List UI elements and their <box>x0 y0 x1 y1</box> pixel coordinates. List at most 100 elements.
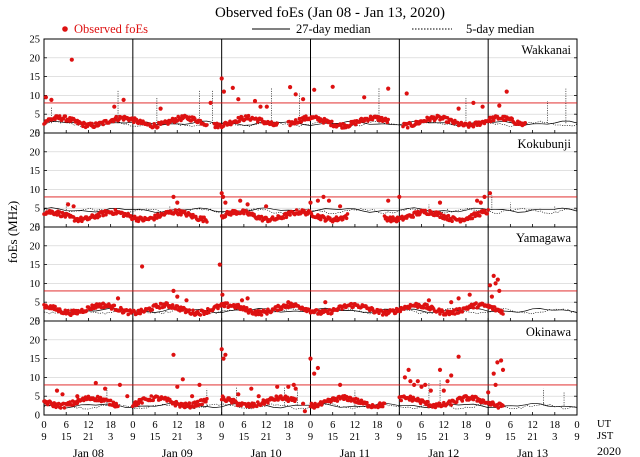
observed-point <box>445 379 450 384</box>
observed-point <box>326 311 330 316</box>
observed-point <box>456 354 461 359</box>
observed-point <box>156 125 160 129</box>
observed-point <box>53 117 57 122</box>
x-tick-label-ut: 6 <box>419 420 424 431</box>
observed-point <box>284 215 289 220</box>
observed-point <box>265 312 269 316</box>
observed-point <box>175 384 180 389</box>
panel-okinawa: 0 5 10 15 20 25 Okinawa <box>30 317 578 422</box>
observed-point <box>404 91 409 96</box>
observed-point <box>449 403 454 407</box>
observed-point <box>264 204 269 209</box>
observed-point <box>330 84 335 89</box>
observed-point <box>223 352 228 357</box>
observed-point <box>293 386 298 391</box>
legend-observed-label: Observed foEs <box>74 22 148 36</box>
observed-point <box>171 288 176 293</box>
observed-point <box>111 400 116 405</box>
observed-point <box>510 117 514 121</box>
observed-point <box>321 194 326 199</box>
observed-point <box>60 392 65 397</box>
observed-point <box>115 296 121 301</box>
observed-point <box>304 114 308 118</box>
year-label: 2020 <box>597 444 621 457</box>
observed-point <box>419 384 424 389</box>
observed-point <box>438 312 442 316</box>
observed-point <box>171 194 176 199</box>
observed-point <box>357 120 362 124</box>
observed-point <box>454 400 459 404</box>
observed-point <box>385 120 390 125</box>
observed-point <box>433 405 438 410</box>
observed-point <box>391 215 395 219</box>
y-tick-label: 20 <box>30 147 41 158</box>
y-tick-label: 20 <box>30 335 41 346</box>
observed-point <box>345 212 350 216</box>
observed-point <box>66 202 71 207</box>
observed-point <box>424 402 429 407</box>
observed-point <box>208 100 213 105</box>
x-tick-label-ut: 18 <box>372 420 383 431</box>
observed-point <box>157 306 162 310</box>
observed-point <box>101 213 105 218</box>
observed-point <box>441 309 445 314</box>
legend-5day-label: 5-day median <box>466 22 535 36</box>
observed-point <box>489 119 493 124</box>
observed-point <box>252 98 258 104</box>
observed-point <box>380 404 385 409</box>
x-tick-label-jst: 15 <box>505 432 516 443</box>
observed-point <box>114 401 118 406</box>
x-tick-label-ut: 6 <box>508 420 513 431</box>
observed-point <box>285 395 290 400</box>
x-tick-label-jst: 9 <box>308 432 313 443</box>
y-tick-label: 0 <box>35 411 40 422</box>
observed-point <box>63 114 68 118</box>
observed-point <box>200 402 204 407</box>
observed-point <box>179 213 183 217</box>
observed-point <box>449 300 454 305</box>
observed-point <box>475 198 480 203</box>
observed-point <box>240 115 244 119</box>
observed-point <box>441 388 446 393</box>
x-tick-label-ut: 0 <box>130 420 135 431</box>
observed-point <box>246 113 251 118</box>
x-tick-label-ut: 0 <box>574 420 579 431</box>
observed-point <box>275 384 280 389</box>
observed-point <box>259 313 264 317</box>
observed-point <box>258 104 263 109</box>
observed-point <box>175 200 180 205</box>
observed-point <box>93 380 98 386</box>
observed-point <box>415 379 420 384</box>
observed-point <box>275 121 280 126</box>
observed-point <box>264 104 269 109</box>
observed-point <box>351 305 355 309</box>
observed-point <box>125 394 130 399</box>
x-tick-label-ut: 6 <box>241 420 246 431</box>
x-tick-label-ut: 12 <box>83 420 94 431</box>
observed-point <box>114 114 118 119</box>
observed-point <box>501 403 505 408</box>
observed-point <box>259 117 264 121</box>
y-tick-label: 25 <box>30 129 41 140</box>
observed-point <box>489 294 494 299</box>
observed-point <box>225 301 229 305</box>
observed-point <box>66 308 70 313</box>
observed-point <box>460 399 465 403</box>
observed-point <box>455 120 460 125</box>
observed-point <box>230 401 234 405</box>
observed-point <box>75 394 80 399</box>
day-label: Jan 13 <box>517 446 548 457</box>
observed-point <box>330 119 334 124</box>
observed-point <box>377 311 381 316</box>
observed-point <box>456 106 461 111</box>
station-label: Wakkanai <box>521 43 571 57</box>
x-tick-label-jst: 9 <box>574 432 579 443</box>
observed-point <box>471 305 476 310</box>
x-tick-label-ut: 12 <box>439 420 450 431</box>
y-tick-label: 15 <box>30 354 41 365</box>
observed-point <box>504 89 509 94</box>
observed-point <box>471 124 476 129</box>
observed-point <box>71 204 76 209</box>
panel-yamagawa: 0 5 10 15 20 25 Yamagawa <box>30 223 578 328</box>
observed-point <box>478 397 482 402</box>
